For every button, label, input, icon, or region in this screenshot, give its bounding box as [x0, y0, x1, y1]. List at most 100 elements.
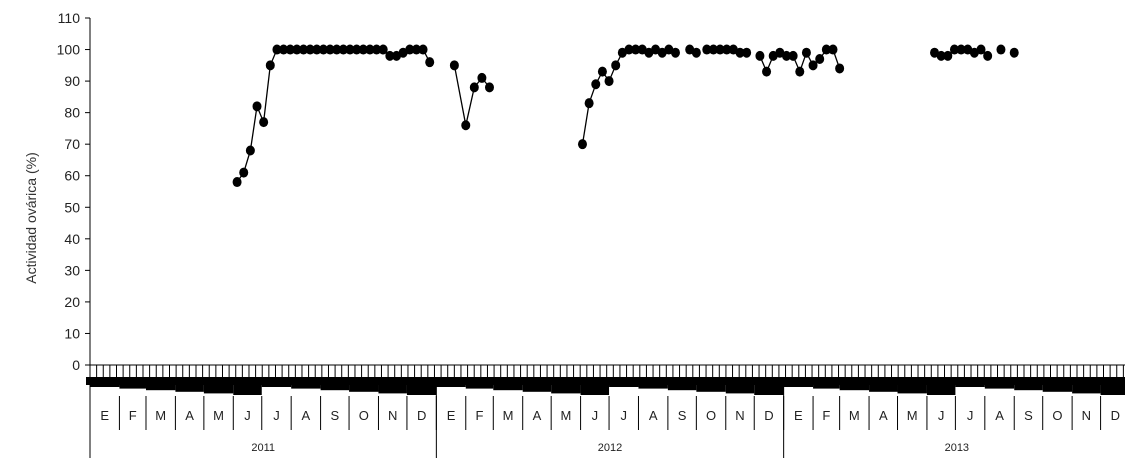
data-point: [801, 47, 811, 58]
date-band-step: [175, 384, 204, 392]
year-label: 2011: [251, 442, 275, 454]
date-band-step: [1014, 384, 1043, 391]
data-point: [708, 44, 718, 55]
data-point: [983, 50, 993, 61]
data-point: [411, 44, 421, 55]
month-label: M: [560, 408, 571, 423]
month-label: E: [794, 408, 803, 423]
date-band-step: [696, 384, 726, 392]
month-label: D: [1111, 408, 1120, 423]
data-point: [691, 47, 701, 58]
date-band-step: [291, 384, 321, 389]
y-tick-label: 30: [64, 262, 80, 278]
month-label: J: [592, 408, 599, 423]
data-point: [755, 50, 765, 61]
data-point: [715, 44, 725, 55]
y-axis-label: Actividad ovárica (%): [23, 152, 39, 284]
date-band-step: [1042, 384, 1073, 392]
date-band-step: [897, 384, 927, 394]
data-point: [577, 139, 587, 150]
data-point: [358, 44, 368, 55]
date-band-step: [813, 384, 840, 389]
data-point: [815, 54, 825, 65]
y-tick-label: 80: [64, 105, 80, 121]
data-point: [762, 66, 772, 77]
date-band-step: [349, 384, 379, 392]
data-point: [477, 72, 487, 83]
data-point: [372, 44, 382, 55]
date-band-step: [725, 384, 755, 394]
data-point: [976, 44, 986, 55]
month-label: J: [938, 408, 945, 423]
month-label: N: [1082, 408, 1091, 423]
month-label: S: [678, 408, 687, 423]
data-point: [259, 117, 269, 128]
data-point: [418, 44, 428, 55]
data-point: [325, 44, 335, 55]
data-point: [828, 44, 838, 55]
month-label: O: [359, 408, 369, 423]
data-point: [624, 44, 634, 55]
y-tick-label: 110: [58, 10, 81, 26]
data-point: [385, 50, 395, 61]
data-point: [936, 50, 946, 61]
data-point: [365, 44, 375, 55]
month-label: J: [273, 408, 280, 423]
date-band-step: [261, 384, 292, 387]
month-label: J: [967, 408, 974, 423]
date-band-step: [233, 384, 262, 395]
month-label: A: [879, 408, 888, 423]
date-band-step: [667, 384, 697, 391]
data-point: [821, 44, 831, 55]
data-point: [584, 98, 594, 109]
date-band-step: [493, 384, 523, 391]
data-point: [378, 44, 388, 55]
data-point: [597, 66, 607, 77]
y-tick-label: 0: [72, 357, 80, 373]
date-band-step: [119, 384, 146, 389]
date-band-step: [465, 384, 494, 389]
data-point: [449, 60, 459, 71]
date-band-step: [955, 384, 985, 387]
month-label: D: [417, 408, 426, 423]
data-point: [252, 101, 262, 112]
data-point: [735, 47, 745, 58]
series-line-segment: [236, 48, 431, 183]
data-point: [788, 50, 798, 61]
date-band-step: [609, 384, 639, 387]
date-band-step: [378, 384, 407, 394]
month-label: M: [849, 408, 860, 423]
date-band: [86, 377, 1125, 385]
data-point: [279, 44, 289, 55]
data-point: [318, 44, 328, 55]
month-label: E: [100, 408, 109, 423]
date-band-step: [203, 384, 234, 394]
data-point: [265, 60, 275, 71]
data-point: [742, 47, 752, 58]
date-band-step: [839, 384, 870, 391]
date-band-step: [320, 384, 350, 391]
date-band-step: [90, 384, 120, 387]
y-tick-label: 70: [64, 136, 80, 152]
data-point: [795, 66, 805, 77]
date-band-step: [145, 384, 176, 391]
month-label: A: [185, 408, 194, 423]
y-tick-label: 40: [64, 231, 80, 247]
month-label: J: [621, 408, 628, 423]
y-tick-label: 60: [64, 168, 80, 184]
date-band-step: [984, 384, 1015, 389]
data-point: [996, 44, 1006, 55]
data-point: [305, 44, 315, 55]
date-band-step: [1072, 384, 1101, 394]
month-label: O: [1052, 408, 1062, 423]
month-label: A: [533, 408, 542, 423]
y-tick-label: 20: [64, 294, 80, 310]
data-point: [425, 57, 435, 68]
data-point: [345, 44, 355, 55]
month-label: A: [995, 408, 1004, 423]
data-point: [631, 44, 641, 55]
date-band-step: [754, 384, 784, 395]
x-axis: E F M A M J J A S O N D E F M A M J J A S O N D E F M A M J J A S O N D 2011…: [86, 365, 1125, 458]
data-point: [352, 44, 362, 55]
